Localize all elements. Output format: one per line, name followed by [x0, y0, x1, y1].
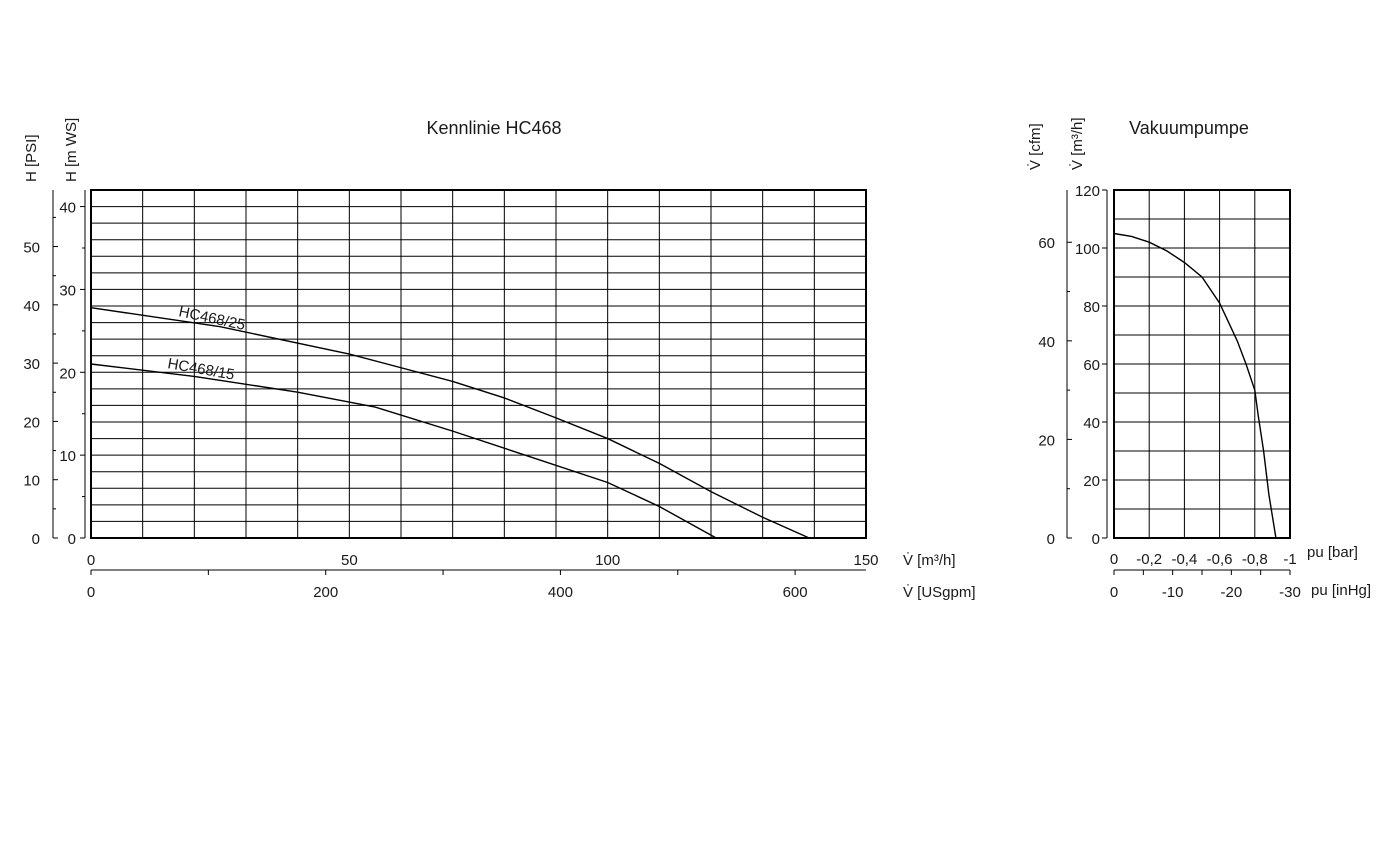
- tick-label: 80: [1083, 299, 1100, 316]
- tick-label: 30: [59, 282, 76, 299]
- series-line: [1113, 232, 1277, 539]
- tick-label: 0: [87, 584, 95, 601]
- series-label: HC468/15: [166, 355, 235, 383]
- x-axis-label: pu [inHg]: [1311, 582, 1371, 599]
- x-axis-label: pu [bar]: [1307, 544, 1358, 561]
- series-group: [1113, 232, 1277, 539]
- tick-label: 0: [32, 531, 40, 548]
- tick-label: 40: [23, 298, 40, 315]
- tick-label: 600: [783, 584, 808, 601]
- y-axis-label: H [m WS]: [63, 118, 80, 182]
- tick-label: 40: [1083, 415, 1100, 432]
- tick-label: -0,6: [1207, 551, 1233, 568]
- tick-label: -0,2: [1136, 551, 1162, 568]
- vacuum-pump-chart: Vakuumpumpe 0 20 40 60 80 100 120 0 20 40 60 V̇ [m³…: [1027, 117, 1371, 601]
- x-axis-label: V̇ [USgpm]: [903, 584, 976, 601]
- tick-label: -1: [1283, 551, 1296, 568]
- tick-label: 50: [23, 240, 40, 257]
- tick-label: 20: [1083, 473, 1100, 490]
- tick-label: 0: [87, 552, 95, 569]
- tick-label: 200: [313, 584, 338, 601]
- tick-label: 60: [1083, 357, 1100, 374]
- tick-label: 50: [341, 552, 358, 569]
- tick-label: 0: [1047, 531, 1055, 548]
- tick-label: 100: [595, 552, 620, 569]
- tick-label: 20: [23, 414, 40, 431]
- tick-label: 100: [1075, 241, 1100, 258]
- tick-label: -30: [1279, 584, 1301, 601]
- tick-label: -10: [1162, 584, 1184, 601]
- series-line: [90, 363, 717, 539]
- tick-label: 40: [59, 200, 76, 217]
- series-group: HC468/25 HC468/15: [90, 303, 810, 539]
- tick-label: 30: [23, 356, 40, 373]
- tick-label: -0,4: [1171, 551, 1197, 568]
- tick-label: 400: [548, 584, 573, 601]
- plot-frame: [1113, 189, 1291, 539]
- tick-label: 0: [68, 531, 76, 548]
- tick-label: 150: [853, 552, 878, 569]
- axes: 0 20 40 60 80 100 120 0 20 40 60 V̇ [m³/h] V̇ [cfm] 0…: [1027, 117, 1371, 601]
- chart-title: Vakuumpumpe: [1129, 118, 1249, 138]
- chart-title: Kennlinie HC468: [426, 118, 561, 138]
- y-axis-label: V̇ [cfm]: [1027, 123, 1044, 170]
- series-label: HC468/25: [177, 303, 247, 334]
- grid: [90, 189, 867, 539]
- series-line: [90, 306, 810, 539]
- tick-label: 60: [1038, 235, 1055, 252]
- tick-label: 10: [59, 448, 76, 465]
- tick-label: -0,8: [1242, 551, 1268, 568]
- x-axis-label: V̇ [m³/h]: [903, 552, 956, 569]
- tick-label: 20: [1038, 432, 1055, 449]
- tick-label: 0: [1092, 531, 1100, 548]
- tick-label: 0: [1110, 584, 1118, 601]
- tick-label: -20: [1220, 584, 1242, 601]
- pump-curve-chart: Kennlinie HC468 HC468/25 HC468/15 0 10 20 30…: [23, 118, 976, 601]
- tick-label: 40: [1038, 334, 1055, 351]
- y-axis-label: H [PSI]: [23, 134, 40, 182]
- tick-label: 10: [23, 473, 40, 490]
- tick-label: 120: [1075, 183, 1100, 200]
- grid: [1113, 189, 1291, 539]
- tick-label: 0: [1110, 551, 1118, 568]
- y-axis-label: V̇ [m³/h]: [1069, 117, 1086, 170]
- tick-label: 20: [59, 365, 76, 382]
